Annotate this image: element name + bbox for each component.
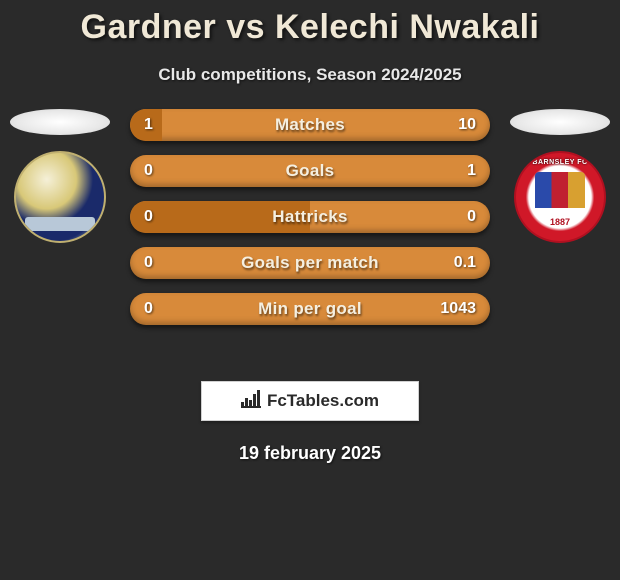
stat-bar: 0 Hattricks 0 <box>130 201 490 233</box>
stat-value-right: 10 <box>458 116 476 134</box>
left-team-crest: PORT COUNT <box>14 151 106 243</box>
stat-label: Min per goal <box>258 299 362 319</box>
stat-label: Goals <box>286 161 335 181</box>
stat-value-left: 1 <box>144 116 153 134</box>
stat-value-right: 1 <box>467 162 476 180</box>
stat-bar: 1 Matches 10 <box>130 109 490 141</box>
page-title: Gardner vs Kelechi Nwakali <box>0 8 620 47</box>
stats-bars: 1Matches100Goals10Hattricks00Goals per m… <box>130 109 490 339</box>
left-player-ellipse <box>10 109 110 135</box>
stat-value-left: 0 <box>144 254 153 272</box>
stat-value-left: 0 <box>144 300 153 318</box>
stat-label: Matches <box>275 115 345 135</box>
main-area: PORT COUNT BARNSLEY FC 1887 1Matches100G… <box>0 109 620 369</box>
stat-value-right: 0.1 <box>454 254 476 272</box>
date-text: 19 february 2025 <box>0 443 620 464</box>
left-crest-label: PORT COUNT <box>16 222 104 229</box>
right-player-ellipse <box>510 109 610 135</box>
brand-box[interactable]: FcTables.com <box>201 381 419 421</box>
stat-label: Goals per match <box>241 253 379 273</box>
stat-bar: 0 Goals per match 0.1 <box>130 247 490 279</box>
stat-value-right: 0 <box>467 208 476 226</box>
right-crest-year: 1887 <box>550 217 570 227</box>
right-crest-label: BARNSLEY FC <box>516 159 604 166</box>
stat-bar: 0 Goals 1 <box>130 155 490 187</box>
stat-value-right: 1043 <box>440 300 476 318</box>
left-player-column: PORT COUNT <box>10 109 110 243</box>
brand-text: FcTables.com <box>267 391 379 411</box>
chart-icon <box>241 390 261 413</box>
subtitle: Club competitions, Season 2024/2025 <box>0 65 620 85</box>
comparison-container: Gardner vs Kelechi Nwakali Club competit… <box>0 0 620 464</box>
stat-bar: 0 Min per goal 1043 <box>130 293 490 325</box>
right-player-column: BARNSLEY FC 1887 <box>510 109 610 243</box>
stat-value-left: 0 <box>144 208 153 226</box>
stat-label: Hattricks <box>272 207 347 227</box>
stat-value-left: 0 <box>144 162 153 180</box>
right-team-crest: BARNSLEY FC 1887 <box>514 151 606 243</box>
